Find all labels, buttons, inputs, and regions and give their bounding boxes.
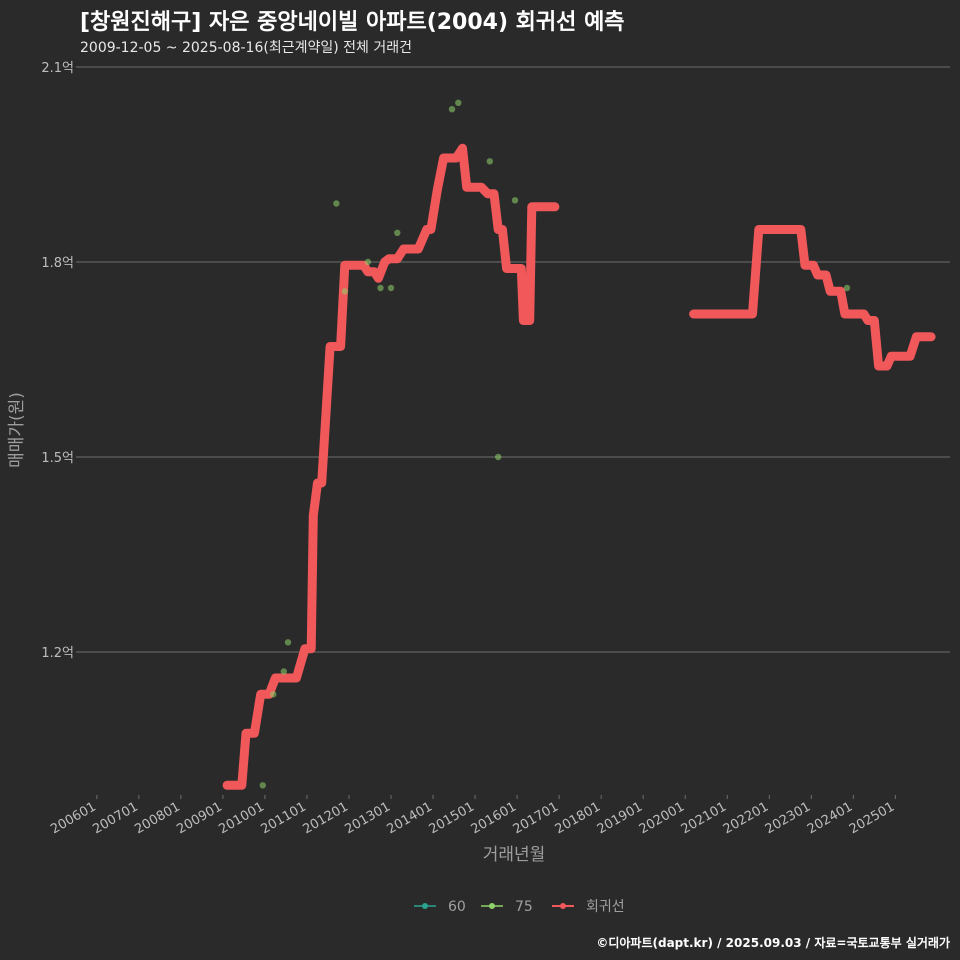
data-point [394, 229, 401, 236]
data-point [333, 200, 340, 207]
legend-key-point [422, 903, 428, 909]
x-tick-label: 200901 [174, 799, 224, 837]
data-point [280, 668, 287, 675]
x-tick-label: 201301 [343, 799, 393, 837]
y-tick-label: 1.8억 [41, 256, 74, 271]
x-tick-label: 200701 [90, 799, 140, 837]
y-tick-label: 2.1억 [41, 61, 74, 76]
legend-item-1: 60 [414, 899, 466, 915]
legend-label: 회귀선 [586, 899, 625, 915]
data-point [341, 288, 348, 295]
data-point [364, 258, 372, 266]
legend-item-3: 회귀선 [552, 899, 625, 915]
x-tick-label: 201001 [216, 799, 266, 837]
y-axis-title: 매매가(원) [7, 392, 27, 468]
x-tick-label: 200801 [132, 799, 182, 837]
x-tick-label: 201401 [385, 799, 435, 837]
x-tick-label: 201501 [427, 799, 477, 837]
chart-title: [창원진해구] 자은 중앙네이빌 아파트(2004) 회귀선 예측 [80, 10, 625, 35]
x-tick-label: 201801 [553, 799, 603, 837]
x-axis-title: 거래년월 [483, 845, 546, 865]
x-tick-label: 201101 [258, 799, 308, 837]
y-tick-label: 1.2억 [41, 646, 74, 661]
x-tick-label: 202301 [763, 799, 813, 837]
gridlines [80, 66, 950, 653]
x-tick-label: 201601 [469, 799, 519, 837]
chart-subtitle: 2009-12-05 ~ 2025-08-16(최근계약일) 전체 거래건 [80, 40, 412, 56]
legend-key-point [489, 903, 495, 909]
source-caption: ©디아파트(dapt.kr) / 2025.09.03 / 자료=국토교통부 실… [596, 936, 950, 950]
x-axis-ticks: 2006012007012008012009012010012011012012… [48, 795, 897, 837]
data-point [455, 99, 462, 107]
data-point [486, 158, 493, 165]
x-tick-label: 200601 [48, 799, 98, 837]
data-point [377, 284, 384, 292]
x-tick-label: 201901 [595, 799, 645, 837]
x-tick-label: 202201 [721, 799, 771, 837]
legend: 60 75 회귀선 [414, 899, 625, 915]
x-tick-label: 202501 [847, 799, 897, 837]
legend-label: 75 [515, 899, 533, 915]
x-tick-label: 202001 [637, 799, 687, 837]
data-point [511, 197, 519, 204]
x-tick-label: 201701 [511, 799, 561, 837]
scatter-points [259, 99, 851, 789]
regression-line-segment [689, 225, 936, 371]
legend-item-2: 75 [481, 899, 533, 915]
legend-label: 60 [448, 899, 466, 915]
data-point [495, 453, 502, 461]
y-axis-ticks: 1.2억 1.5억 1.8억 2.1억 [41, 61, 80, 661]
y-tick-label: 1.5억 [41, 451, 74, 466]
data-point [387, 284, 395, 292]
regression-lines [222, 143, 936, 790]
data-point [843, 284, 851, 292]
data-point [284, 639, 292, 646]
data-point [259, 782, 266, 789]
x-tick-label: 202101 [679, 799, 729, 837]
data-point [270, 691, 277, 698]
x-tick-label: 201201 [300, 799, 350, 837]
regression-line-segment [222, 143, 560, 790]
x-tick-label: 202401 [805, 799, 855, 837]
data-point [448, 106, 456, 113]
legend-key-point [560, 903, 566, 909]
